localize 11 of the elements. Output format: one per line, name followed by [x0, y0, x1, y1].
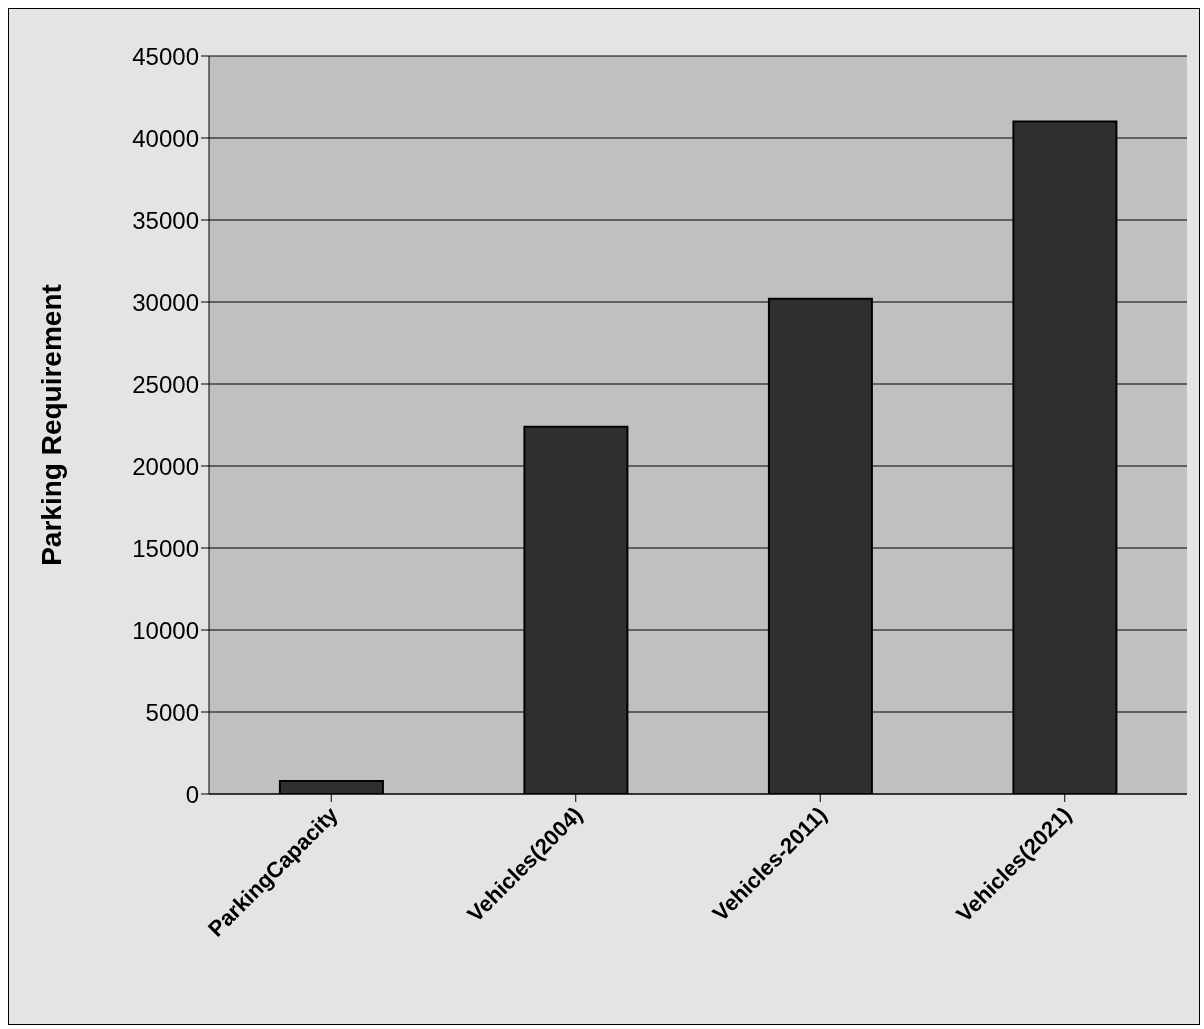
y-tick-label: 45000 — [132, 42, 199, 70]
y-tick-label: 40000 — [132, 124, 199, 152]
y-tick-label: 15000 — [132, 534, 199, 562]
y-tick-label: 30000 — [132, 288, 199, 316]
y-tick-label: 10000 — [132, 616, 199, 644]
y-tick-label: 20000 — [132, 452, 199, 480]
y-tick-label: 35000 — [132, 206, 199, 234]
y-axis-title: Parking Requirement — [35, 284, 67, 566]
y-tick-label: 5000 — [145, 698, 199, 726]
y-tick-label: 0 — [185, 780, 199, 808]
y-tick-label: 25000 — [132, 370, 199, 398]
